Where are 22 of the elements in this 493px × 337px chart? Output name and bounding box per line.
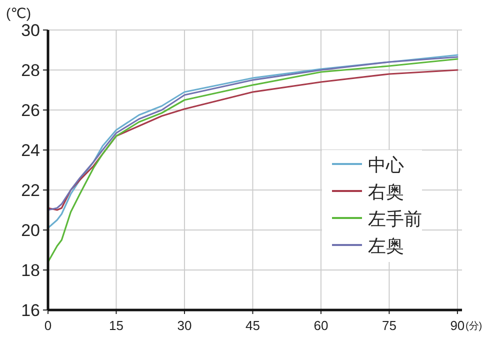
y-axis-title: (℃)	[6, 5, 32, 21]
line-series	[47, 58, 458, 263]
x-tick-label: 0	[44, 318, 52, 333]
legend-label: 右奥	[368, 182, 404, 202]
legend-label: 中心	[368, 155, 404, 175]
x-tick-label: 45	[245, 318, 260, 333]
x-tick-label: 60	[314, 318, 328, 333]
legend-label: 左奥	[368, 236, 404, 256]
x-tick-label: 90	[450, 318, 465, 333]
y-tick-label: 28	[21, 61, 40, 80]
y-tick-label: 30	[21, 21, 40, 40]
x-tick-label: 30	[177, 318, 192, 333]
legend-label: 左手前	[368, 209, 422, 229]
x-tick-label: 75	[382, 318, 396, 333]
y-tick-label: 24	[21, 141, 40, 160]
y-tick-label: 16	[21, 301, 40, 320]
y-tick-label: 18	[21, 261, 40, 280]
x-axis-title: (分)	[465, 320, 482, 332]
y-tick-label: 26	[21, 101, 40, 120]
y-tick-label: 20	[21, 221, 40, 240]
y-tick-label: 22	[21, 181, 40, 200]
x-tick-label: 15	[109, 318, 124, 333]
